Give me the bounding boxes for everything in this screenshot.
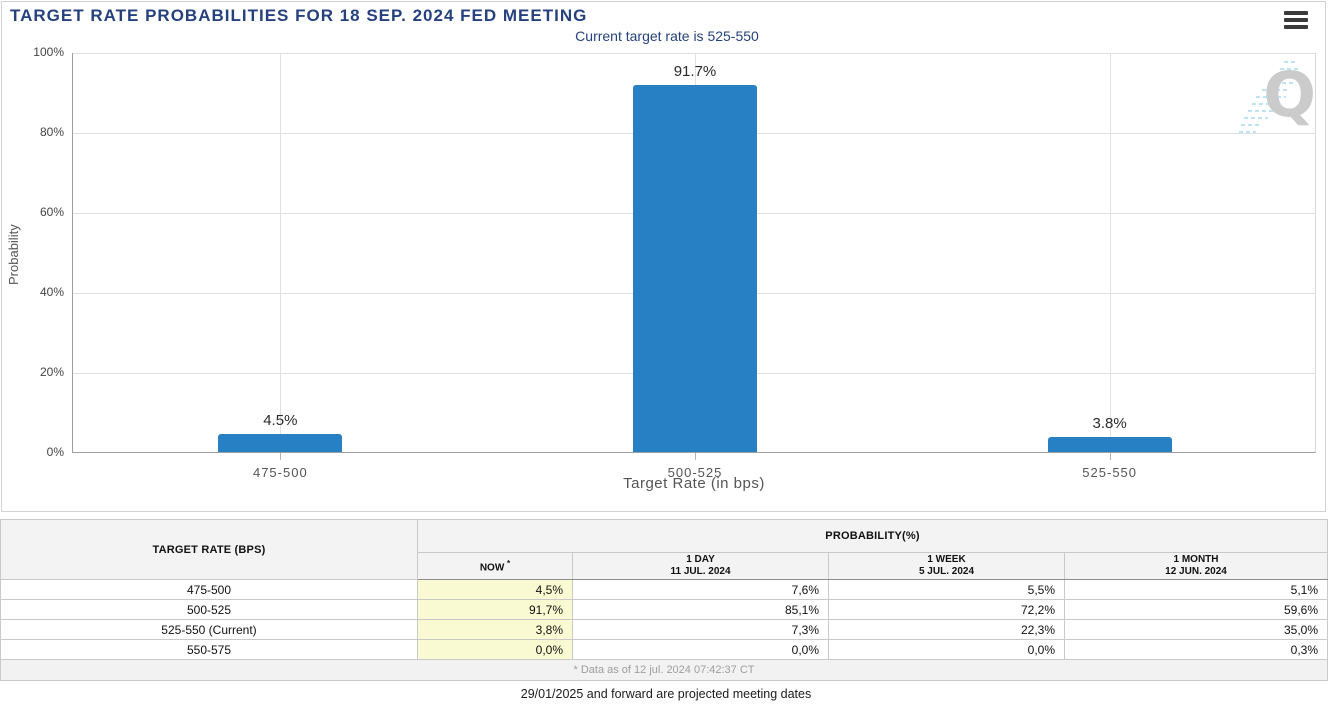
col-header-target-rate: TARGET RATE (BPS) bbox=[0, 519, 418, 580]
x-category-label: 500-525 bbox=[667, 465, 723, 480]
probability-cell: 4,5% bbox=[417, 579, 573, 600]
table-row: 500-525 91,7% 85,1% 72,2% 59,6% bbox=[0, 599, 1329, 620]
rate-range-cell: 475-500 bbox=[0, 579, 418, 600]
probability-cell: 85,1% bbox=[572, 599, 829, 620]
menu-bar bbox=[1284, 11, 1308, 15]
y-tick-label: 80% bbox=[39, 125, 64, 139]
probability-cell: 7,3% bbox=[572, 619, 829, 640]
y-tick-label: 0% bbox=[46, 445, 64, 459]
gridline-vertical bbox=[1109, 53, 1111, 452]
y-tick-label: 40% bbox=[39, 285, 64, 299]
table-row: 550-575 0,0% 0,0% 0,0% 0,3% bbox=[0, 639, 1329, 660]
probability-cell: 0,0% bbox=[828, 639, 1065, 660]
probability-cell: 0,0% bbox=[417, 639, 573, 660]
rate-range-cell: 525-550 (Current) bbox=[0, 619, 418, 640]
table-body: 475-500 4,5% 7,6% 5,5% 5,1% 500-525 91,7% 85,1%… bbox=[0, 579, 1329, 660]
col-header-probability: PROBABILITY(%) bbox=[416, 519, 1329, 553]
probability-cell: 3,8% bbox=[417, 619, 573, 640]
probability-cell: 7,6% bbox=[572, 579, 829, 600]
projected-dates-note: 29/01/2025 and forward are projected mee… bbox=[520, 687, 812, 701]
x-category-label: 475-500 bbox=[252, 465, 308, 480]
x-tick-mark bbox=[1109, 453, 1111, 460]
chart-panel: TARGET RATE PROBABILITIES FOR 18 SEP. 20… bbox=[1, 1, 1326, 512]
bar-value-label: 91.7% bbox=[673, 63, 717, 80]
rate-range-cell: 500-525 bbox=[0, 599, 418, 620]
bar-value-label: 3.8% bbox=[1092, 415, 1127, 432]
data-asof-footnote: * Data as of 12 jul. 2024 07:42:37 CT bbox=[0, 659, 1329, 681]
page-title: TARGET RATE PROBABILITIES FOR 18 SEP. 20… bbox=[10, 6, 588, 25]
chart-subtitle: Current target rate is 525-550 bbox=[575, 28, 759, 44]
bar-chart-plot-area: 4.5% 475-500 91.7% 500-525 3.8% 525-550 bbox=[72, 53, 1316, 480]
x-category-label: 525-550 bbox=[1082, 465, 1138, 480]
y-tick-label: 20% bbox=[39, 365, 64, 379]
probability-cell: 0,3% bbox=[1063, 639, 1329, 660]
gridline-horizontal bbox=[73, 53, 1315, 54]
y-tick-label: 100% bbox=[33, 45, 64, 59]
table-subheader-row: NOW * 1 DAY 11 JUL. 2024 1 WEEK 5 JUL. 2024 1… bbox=[1, 552, 1329, 580]
table-footer: * Data as of 12 jul. 2024 07:42:37 CT bbox=[0, 659, 1329, 681]
probability-cell: 5,1% bbox=[1063, 579, 1329, 600]
probability-bar bbox=[1047, 437, 1172, 452]
probability-cell: 59,6% bbox=[1063, 599, 1329, 620]
subheader-now: NOW * bbox=[417, 552, 573, 580]
probability-table: TARGET RATE (BPS) PROBABILITY(%) NOW * 1 … bbox=[0, 519, 1329, 681]
probability-cell: 91,7% bbox=[417, 599, 573, 620]
table-row: 525-550 (Current) 3,8% 7,3% 22,3% 35,0% bbox=[0, 619, 1329, 640]
x-tick-mark bbox=[695, 453, 696, 460]
subheader-1-day: 1 DAY 11 JUL. 2024 bbox=[572, 552, 829, 580]
probability-bar bbox=[218, 434, 343, 452]
menu-bar bbox=[1284, 25, 1308, 29]
rate-range-cell: 550-575 bbox=[0, 639, 418, 660]
probability-cell: 5,5% bbox=[828, 579, 1065, 600]
probability-cell: 35,0% bbox=[1063, 619, 1329, 640]
table-row: 475-500 4,5% 7,6% 5,5% 5,1% bbox=[0, 579, 1329, 600]
probability-bar bbox=[633, 85, 757, 452]
x-axis-title: Target Rate (in bps) bbox=[623, 475, 765, 492]
gridline-vertical bbox=[280, 53, 282, 452]
y-axis-title: Probability bbox=[6, 224, 21, 286]
probability-cell: 72,2% bbox=[828, 599, 1065, 620]
subheader-1-month: 1 MONTH 12 JUN. 2024 bbox=[1063, 552, 1329, 580]
hamburger-menu-icon[interactable] bbox=[1284, 11, 1308, 30]
subheader-1-week: 1 WEEK 5 JUL. 2024 bbox=[828, 552, 1065, 580]
table-header: TARGET RATE (BPS) PROBABILITY(%) NOW * 1 … bbox=[0, 519, 1329, 580]
x-tick-mark bbox=[280, 453, 282, 460]
y-tick-label: 60% bbox=[39, 205, 64, 219]
bar-value-label: 4.5% bbox=[263, 412, 298, 429]
probability-cell: 22,3% bbox=[828, 619, 1065, 640]
probability-cell: 0,0% bbox=[572, 639, 829, 660]
menu-bar bbox=[1284, 18, 1308, 22]
